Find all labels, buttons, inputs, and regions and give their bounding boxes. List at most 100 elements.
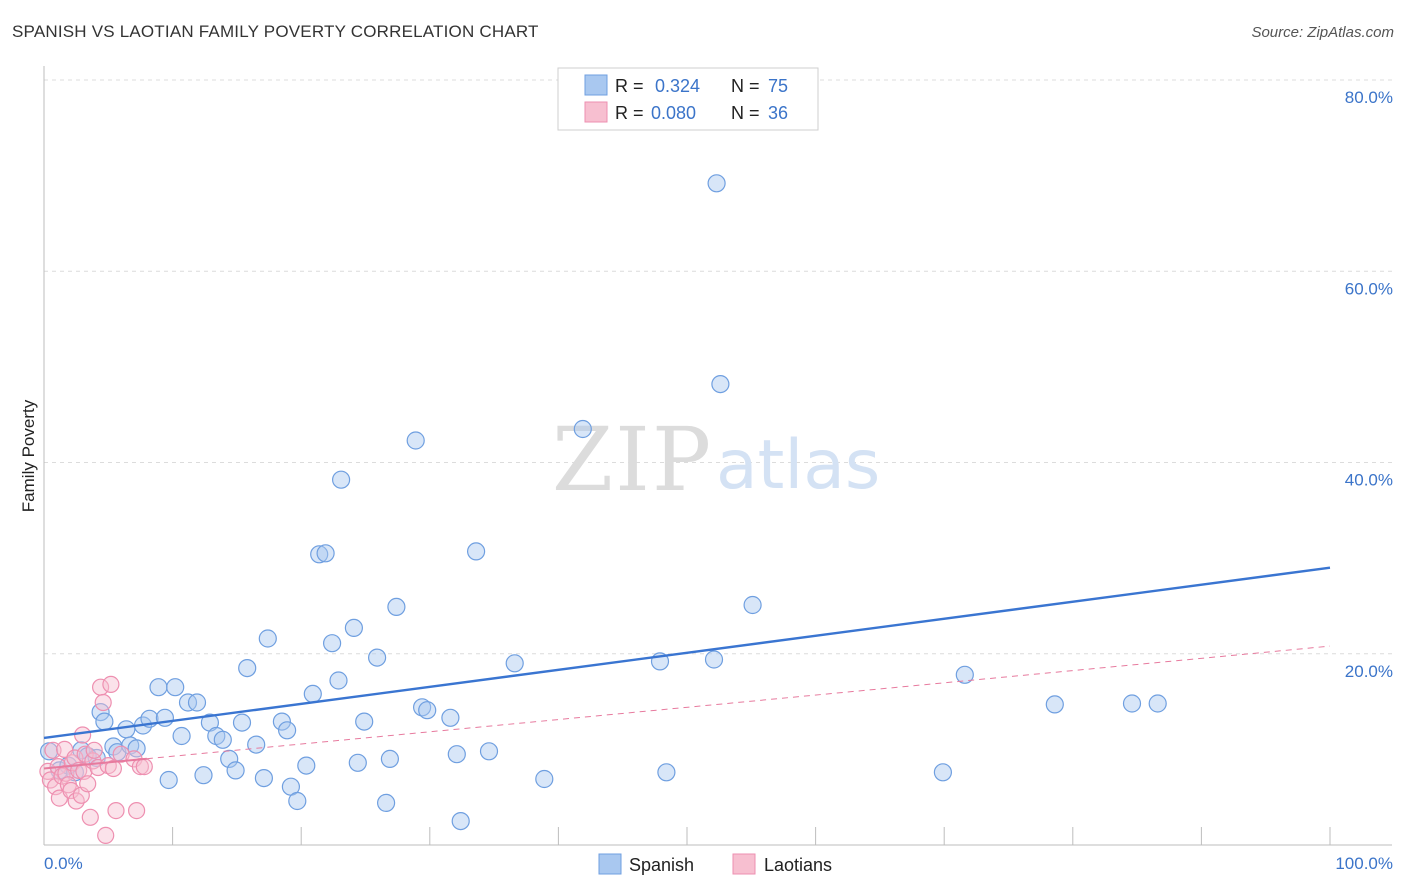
spanish-point — [254, 768, 273, 788]
laotians-point — [107, 801, 125, 820]
laotians-point — [135, 757, 153, 776]
spanish-point — [344, 618, 363, 638]
spanish-point — [91, 702, 110, 722]
laotians-point — [81, 808, 99, 826]
laotians-point — [73, 726, 92, 744]
spanish-point — [278, 721, 297, 740]
laotians-point — [102, 675, 120, 694]
laotians-point — [79, 775, 97, 793]
spanish-point — [535, 769, 554, 789]
series-legend: Spanish Laotians — [598, 853, 832, 875]
laotians-trend-line-dashed — [146, 645, 1331, 760]
stats-swatch-spanish — [584, 74, 608, 96]
stats-r-value-laotians: 0.080 — [651, 103, 696, 123]
spanish-point — [95, 712, 114, 731]
stats-r-label-spanish: R = — [615, 76, 644, 96]
stats-r-value-spanish: 0.324 — [655, 76, 700, 96]
spanish-point — [377, 793, 396, 813]
spanish-point — [505, 654, 524, 673]
laotians-point — [112, 745, 130, 763]
laotians-point — [85, 741, 103, 759]
spanish-point — [187, 693, 207, 712]
spanish-point — [380, 749, 399, 769]
y-tick-label: 40.0% — [1345, 471, 1393, 490]
spanish-point — [933, 763, 953, 782]
spanish-point — [406, 431, 425, 450]
spanish-point — [310, 545, 329, 564]
spanish-point — [657, 763, 676, 782]
legend-swatch-spanish — [598, 853, 622, 875]
stats-n-value-laotians: 36 — [768, 103, 788, 123]
spanish-point — [348, 753, 367, 772]
chart-title: SPANISH VS LAOTIAN FAMILY POVERTY CORREL… — [12, 22, 539, 41]
spanish-point — [166, 678, 185, 697]
spanish-point — [743, 595, 762, 615]
spanish-point — [418, 701, 437, 720]
tick-labels: 20.0% 40.0% 60.0% 80.0% 0.0% 100.0% — [44, 88, 1393, 873]
spanish-point — [272, 712, 291, 731]
legend-swatch-laotians — [732, 853, 756, 875]
spanish-point — [355, 712, 374, 731]
spanish-point — [955, 665, 974, 684]
spanish-point — [303, 684, 322, 704]
gridlines — [44, 79, 1392, 655]
stats-swatch-laotians — [584, 101, 608, 123]
laotians-point — [104, 759, 123, 778]
spanish-point — [297, 756, 316, 775]
spanish-point — [1148, 694, 1167, 713]
spanish-point — [258, 629, 277, 648]
x-tick-label: 0.0% — [44, 854, 83, 873]
watermark: ZIP atlas — [552, 408, 880, 511]
legend-label-spanish: Spanish — [629, 855, 694, 875]
x-tick-label: 100.0% — [1335, 854, 1393, 873]
laotians-point — [128, 801, 146, 820]
laotians-point — [94, 693, 112, 712]
spanish-point — [117, 720, 136, 739]
spanish-point — [447, 745, 466, 764]
y-tick-label: 80.0% — [1345, 88, 1393, 107]
stats-n-label-laotians: N = — [731, 103, 760, 123]
spanish-point — [332, 470, 351, 489]
stats-r-label-laotians: R = — [615, 103, 644, 123]
spanish-point — [479, 742, 499, 761]
spanish-point — [368, 648, 387, 667]
spanish-point — [704, 650, 724, 669]
axes — [43, 66, 1392, 846]
spanish-trend-line — [43, 566, 1331, 740]
spanish-point — [1045, 695, 1064, 714]
spanish-point — [573, 419, 592, 439]
spanish-point — [707, 174, 726, 193]
spanish-point — [226, 761, 245, 780]
y-tick-label: 60.0% — [1345, 279, 1393, 298]
spanish-point — [441, 708, 460, 727]
y-axis-label: Family Poverty — [19, 399, 38, 512]
spanish-point — [172, 726, 191, 746]
spanish-point — [711, 375, 730, 394]
spanish-point — [159, 770, 178, 790]
laotians-trend-line-solid — [43, 757, 147, 770]
y-tick-label: 20.0% — [1345, 662, 1393, 681]
spanish-point — [232, 713, 252, 732]
spanish-point — [387, 597, 406, 617]
spanish-point — [323, 634, 342, 653]
spanish-point — [247, 735, 266, 754]
laotians-point — [62, 781, 80, 800]
watermark-atlas: atlas — [716, 426, 880, 505]
spanish-point — [194, 766, 213, 785]
watermark-zip: ZIP — [552, 408, 713, 511]
spanish-point — [213, 730, 232, 749]
laotians-point — [97, 826, 115, 845]
spanish-point — [413, 698, 432, 717]
spanish-point — [467, 542, 486, 561]
stats-n-label-spanish: N = — [731, 76, 760, 96]
spanish-point — [238, 658, 257, 678]
spanish-point — [149, 678, 168, 697]
spanish-point — [451, 811, 470, 831]
trend-lines — [43, 566, 1331, 770]
spanish-point — [127, 739, 146, 758]
spanish-point — [316, 544, 335, 563]
data-points — [39, 174, 1167, 845]
spanish-point — [288, 791, 307, 811]
source-credit: Source: ZipAtlas.com — [1251, 24, 1394, 41]
